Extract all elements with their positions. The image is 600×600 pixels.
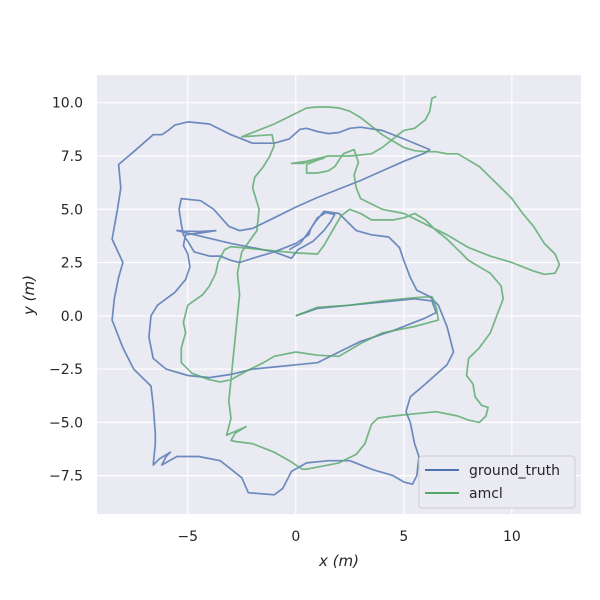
y-tick-label: 2.5 bbox=[61, 256, 83, 272]
legend-label-ground-truth: ground_truth bbox=[469, 463, 560, 479]
x-tick-label: 5 bbox=[399, 529, 408, 545]
plot-background bbox=[97, 75, 581, 514]
y-axis-label: y (m) bbox=[20, 275, 38, 316]
y-tick-label: −5.0 bbox=[49, 415, 83, 431]
legend: ground_truth amcl bbox=[418, 455, 576, 509]
x-tick-label: −5 bbox=[177, 529, 198, 545]
y-tick-label: 5.0 bbox=[61, 202, 83, 218]
tick-labels: −5 0 5 10 −7.5 −5.0 −2.5 0.0 2.5 5.0 7.5 10.0 bbox=[49, 96, 521, 545]
x-axis-label: x (m) bbox=[318, 552, 359, 570]
series-line-ground-truth bbox=[111, 121, 455, 496]
y-tick-label: 10.0 bbox=[52, 96, 83, 112]
x-tick-label: 10 bbox=[503, 529, 521, 545]
y-tick-label: −7.5 bbox=[49, 469, 83, 485]
y-tick-label: 7.5 bbox=[61, 149, 83, 165]
x-tick-label: 0 bbox=[291, 529, 300, 545]
legend-label-amcl: amcl bbox=[469, 486, 503, 502]
series-line-amcl bbox=[180, 95, 561, 471]
y-tick-label: 0.0 bbox=[61, 309, 83, 325]
series-layer bbox=[111, 95, 561, 496]
y-tick-label: −2.5 bbox=[49, 362, 83, 378]
